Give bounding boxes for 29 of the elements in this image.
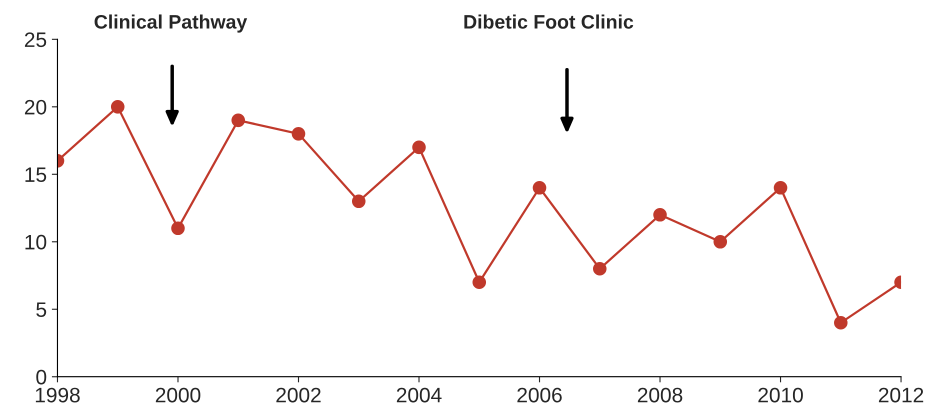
x-tick-label: 2008	[638, 388, 682, 402]
x-tick-label: 1998	[36, 388, 80, 402]
y-tick-label: 0	[36, 370, 46, 384]
y-tick-label: 10	[25, 234, 46, 250]
x-tick-label: 2006	[517, 388, 562, 402]
text: Clinical Pathway	[94, 14, 248, 33]
point	[110, 100, 124, 114]
x-tick-label: 2012	[878, 388, 924, 402]
point	[171, 222, 185, 236]
x-tick-label: 2002	[276, 388, 321, 402]
point	[593, 262, 607, 276]
y-tick-label: 20	[24, 100, 46, 115]
point	[292, 127, 306, 141]
point	[412, 140, 426, 154]
point	[472, 275, 486, 290]
x-tick-label: 2000	[156, 388, 200, 402]
point	[834, 316, 848, 330]
text: Dibetic Foot Clinic	[464, 14, 634, 29]
y-tick-label: 5	[36, 302, 46, 318]
point	[774, 181, 788, 195]
point	[714, 235, 728, 249]
x-tick-label: 2010	[758, 388, 803, 402]
point	[231, 114, 246, 128]
y-tick-label: 25	[24, 32, 46, 48]
y-tick-label: 15	[25, 168, 46, 182]
x-tick-label: 2004	[396, 388, 442, 402]
point	[653, 208, 667, 222]
point	[352, 194, 366, 208]
point	[532, 181, 546, 195]
